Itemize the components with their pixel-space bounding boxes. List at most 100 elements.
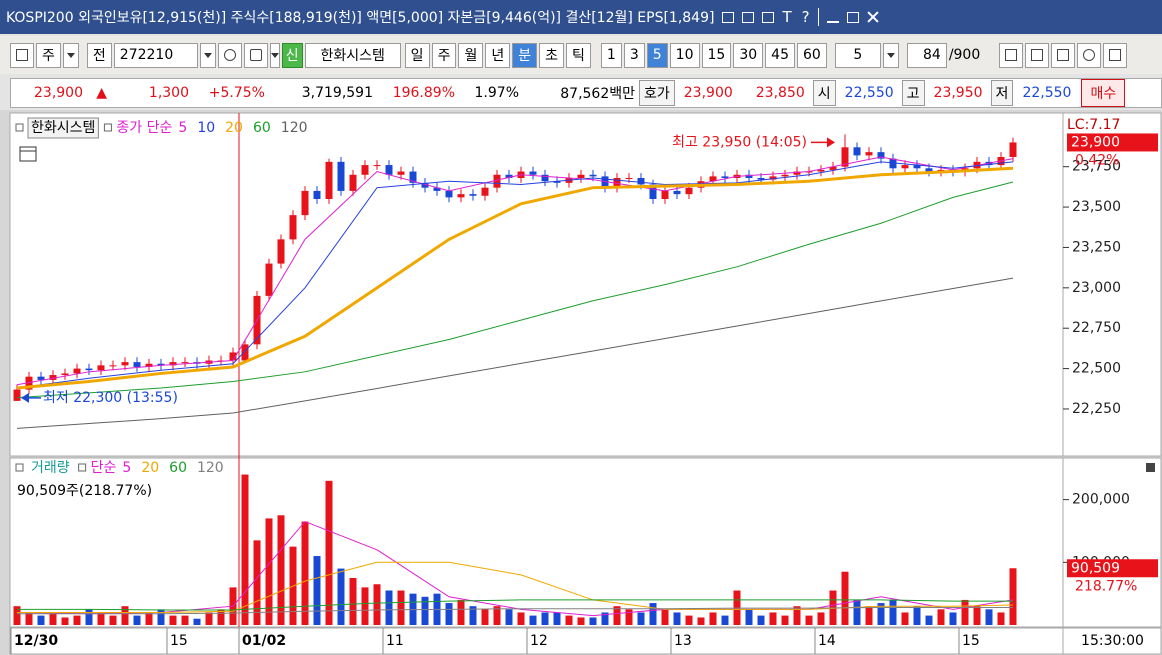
axis-pane (1062, 112, 1162, 457)
candle-body (505, 174, 513, 178)
legend-prefix: 종가 단순 (116, 120, 172, 136)
volume-bar (625, 609, 633, 625)
candle-body (757, 177, 765, 180)
candle-body (361, 165, 369, 175)
candle-body (109, 365, 117, 367)
time-label: 15:30:00 (1081, 633, 1144, 649)
period-button[interactable]: 초 (539, 42, 565, 68)
interval-select[interactable]: 5 (834, 42, 881, 68)
volume-bar (769, 612, 777, 625)
period-button[interactable]: 년 (485, 42, 511, 68)
minute-button[interactable]: 5 (646, 42, 668, 68)
candle-body (589, 174, 597, 177)
volume-bar (205, 612, 213, 625)
last-price: 23,900 (1071, 134, 1120, 150)
minimize-button[interactable] (826, 21, 839, 23)
header-button[interactable]: ? (801, 8, 810, 26)
candle-body (49, 375, 57, 380)
dropdown-arrow[interactable] (199, 42, 216, 68)
candle-body (469, 194, 477, 196)
checkbox[interactable] (1102, 42, 1127, 68)
save-button[interactable] (1050, 42, 1075, 68)
legend-entry: 120 (281, 120, 308, 136)
volume-bar (853, 599, 861, 625)
ask-label: 호가 (639, 80, 675, 106)
volume-bar (25, 612, 33, 625)
period-button[interactable]: 일 (404, 42, 430, 68)
candle-body (349, 174, 357, 191)
dropdown-arrow[interactable] (882, 42, 899, 68)
shown-count[interactable]: 84 (906, 42, 947, 68)
search-button[interactable] (217, 42, 242, 68)
legend-icon (103, 123, 112, 132)
volume-bar (589, 617, 597, 625)
volume-bar (181, 615, 189, 625)
menu-button[interactable] (10, 42, 34, 68)
candle-body (373, 165, 381, 167)
candle-body (781, 174, 789, 177)
x-tick-label: 15 (962, 633, 980, 649)
y-tick-label: 23,000 (1072, 280, 1121, 296)
close-button[interactable] (867, 11, 879, 23)
dropdown-arrow[interactable] (62, 42, 79, 68)
axis-pane (1062, 457, 1162, 628)
candle-body (841, 147, 849, 167)
volume-bar (565, 615, 573, 625)
volume-bar (961, 599, 969, 625)
volume-info: 90,509주(218.77%) (17, 483, 152, 499)
period-button[interactable]: 틱 (566, 42, 591, 68)
maximize-button[interactable] (846, 11, 859, 23)
tool-button[interactable] (1024, 42, 1049, 68)
period-button[interactable]: 분 (512, 42, 538, 68)
candle-body (877, 152, 885, 159)
minute-button[interactable]: 1 (600, 42, 622, 68)
volume-bar (385, 590, 393, 625)
legend-icon (15, 463, 24, 472)
legend-entry: 20 (225, 120, 243, 136)
volume-bar (313, 556, 321, 625)
period-button[interactable]: 월 (458, 42, 484, 68)
minute-button[interactable]: 30 (733, 42, 764, 68)
table-icon (19, 146, 37, 162)
legend-entry: 60 (169, 460, 187, 476)
volume-bar (577, 617, 585, 625)
tool-button[interactable] (998, 42, 1023, 68)
new-badge[interactable]: 신 (281, 42, 303, 68)
period-button[interactable]: 주 (431, 42, 457, 68)
volume-bar (913, 606, 921, 625)
settings-button[interactable] (1076, 42, 1101, 68)
volume-bar (709, 612, 717, 625)
candle-body (721, 176, 729, 178)
window-icon[interactable] (722, 11, 735, 23)
last-volume-badge (1067, 559, 1158, 578)
volume-bar (145, 612, 153, 625)
dropdown-arrow[interactable] (269, 42, 280, 68)
compare-button[interactable]: 전 (86, 42, 112, 68)
header-button[interactable]: T (782, 8, 792, 26)
price: 23,900 (34, 85, 83, 101)
candle-body (601, 176, 609, 188)
candle-body (553, 181, 561, 183)
volume-bar (73, 615, 81, 625)
moving-average (17, 606, 1013, 615)
pin-icon[interactable] (762, 11, 775, 23)
sound-button[interactable] (243, 42, 268, 68)
moving-average (16, 277, 1014, 429)
legend-entry: 60 (253, 120, 271, 136)
candle-body (121, 362, 129, 366)
volume-bar (793, 606, 801, 625)
minute-button[interactable]: 10 (669, 42, 700, 68)
buy-button[interactable]: 매수 (1081, 79, 1126, 107)
volume-bar (265, 518, 273, 625)
minute-button[interactable]: 45 (765, 42, 795, 68)
code-input[interactable]: 272210 (113, 42, 198, 68)
minute-button[interactable]: 60 (796, 42, 827, 68)
max-arrowhead (827, 137, 835, 148)
minute-button[interactable]: 3 (623, 42, 645, 68)
candle-body (13, 389, 21, 401)
candle-body (397, 171, 405, 175)
window-icon[interactable] (742, 11, 755, 23)
unit-select[interactable]: 주 (36, 42, 61, 68)
minute-button[interactable]: 15 (701, 42, 732, 68)
